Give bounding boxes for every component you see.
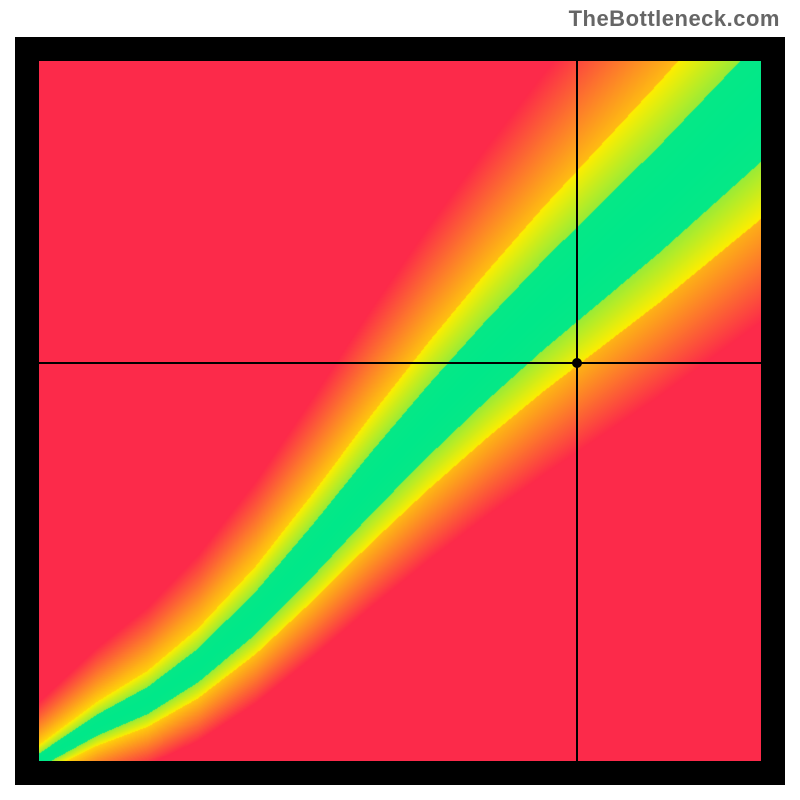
heatmap-canvas [39, 61, 761, 761]
chart-container: TheBottleneck.com [0, 0, 800, 800]
crosshair-marker [572, 358, 582, 368]
plot-area [39, 61, 761, 761]
crosshair-vertical [576, 61, 578, 761]
crosshair-horizontal [39, 362, 761, 364]
watermark-text: TheBottleneck.com [569, 6, 780, 32]
